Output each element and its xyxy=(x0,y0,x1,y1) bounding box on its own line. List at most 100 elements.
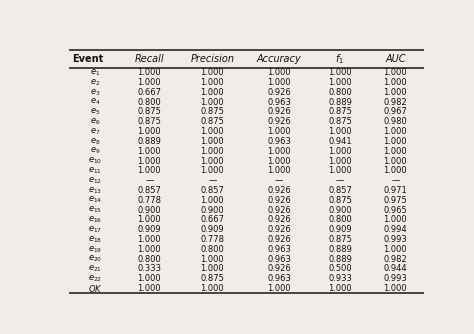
Text: 1.000: 1.000 xyxy=(201,157,224,166)
Text: 1.000: 1.000 xyxy=(383,166,407,175)
Text: 0.993: 0.993 xyxy=(383,274,407,283)
Text: 1.000: 1.000 xyxy=(267,127,291,136)
Text: $e_7$: $e_7$ xyxy=(90,126,100,137)
Text: 1.000: 1.000 xyxy=(267,78,291,87)
Text: 0.971: 0.971 xyxy=(383,186,407,195)
Text: $e_4$: $e_4$ xyxy=(90,97,100,108)
Text: $e_{11}$: $e_{11}$ xyxy=(88,166,102,176)
Text: 1.000: 1.000 xyxy=(201,98,224,107)
Text: 1.000: 1.000 xyxy=(137,147,161,156)
Text: 0.800: 0.800 xyxy=(328,215,352,224)
Text: $e_{17}$: $e_{17}$ xyxy=(88,224,102,235)
Text: 1.000: 1.000 xyxy=(383,215,407,224)
Text: 0.926: 0.926 xyxy=(267,205,291,214)
Text: 0.933: 0.933 xyxy=(328,274,352,283)
Text: —: — xyxy=(336,176,344,185)
Text: 0.926: 0.926 xyxy=(267,235,291,244)
Text: $e_{20}$: $e_{20}$ xyxy=(88,254,102,264)
Text: 0.800: 0.800 xyxy=(137,98,161,107)
Text: $e_{10}$: $e_{10}$ xyxy=(88,156,102,166)
Text: $e_3$: $e_3$ xyxy=(90,87,100,98)
Text: 1.000: 1.000 xyxy=(267,284,291,293)
Text: 0.926: 0.926 xyxy=(267,108,291,117)
Text: 1.000: 1.000 xyxy=(137,274,161,283)
Text: 0.909: 0.909 xyxy=(201,225,224,234)
Text: 0.667: 0.667 xyxy=(201,215,224,224)
Text: 0.963: 0.963 xyxy=(267,255,291,264)
Text: 1.000: 1.000 xyxy=(137,78,161,87)
Text: 1.000: 1.000 xyxy=(201,78,224,87)
Text: 0.889: 0.889 xyxy=(328,245,352,254)
Text: 0.500: 0.500 xyxy=(328,265,352,274)
Text: $e_{15}$: $e_{15}$ xyxy=(88,205,102,215)
Text: 0.875: 0.875 xyxy=(137,117,161,126)
Text: $e_{16}$: $e_{16}$ xyxy=(88,215,102,225)
Text: $e_2$: $e_2$ xyxy=(90,77,100,88)
Text: 1.000: 1.000 xyxy=(383,245,407,254)
Text: 0.980: 0.980 xyxy=(383,117,407,126)
Text: 0.875: 0.875 xyxy=(328,235,352,244)
Text: 1.000: 1.000 xyxy=(201,68,224,77)
Text: —: — xyxy=(208,176,217,185)
Text: 0.875: 0.875 xyxy=(328,117,352,126)
Text: 0.857: 0.857 xyxy=(328,186,352,195)
Text: 1.000: 1.000 xyxy=(267,147,291,156)
Text: $e_{21}$: $e_{21}$ xyxy=(88,264,102,274)
Text: $f_1$: $f_1$ xyxy=(336,52,345,66)
Text: $e_{13}$: $e_{13}$ xyxy=(88,185,102,196)
Text: Event: Event xyxy=(72,54,103,64)
Text: 0.926: 0.926 xyxy=(267,88,291,97)
Text: 0.963: 0.963 xyxy=(267,98,291,107)
Text: $e_{19}$: $e_{19}$ xyxy=(88,244,102,255)
Text: 1.000: 1.000 xyxy=(383,284,407,293)
Text: 0.800: 0.800 xyxy=(137,255,161,264)
Text: Accuracy: Accuracy xyxy=(257,54,301,64)
Text: 1.000: 1.000 xyxy=(201,127,224,136)
Text: 1.000: 1.000 xyxy=(383,157,407,166)
Text: 1.000: 1.000 xyxy=(201,196,224,205)
Text: 0.975: 0.975 xyxy=(383,196,407,205)
Text: 0.889: 0.889 xyxy=(137,137,161,146)
Text: 0.800: 0.800 xyxy=(201,245,224,254)
Text: 0.900: 0.900 xyxy=(328,205,352,214)
Text: 1.000: 1.000 xyxy=(201,284,224,293)
Text: 1.000: 1.000 xyxy=(267,68,291,77)
Text: 1.000: 1.000 xyxy=(328,68,352,77)
Text: —: — xyxy=(391,176,400,185)
Text: 0.994: 0.994 xyxy=(383,225,407,234)
Text: $e_{14}$: $e_{14}$ xyxy=(88,195,102,205)
Text: 1.000: 1.000 xyxy=(328,78,352,87)
Text: $e_{22}$: $e_{22}$ xyxy=(88,274,102,284)
Text: $e_6$: $e_6$ xyxy=(90,117,100,127)
Text: $e_8$: $e_8$ xyxy=(90,136,100,147)
Text: 0.982: 0.982 xyxy=(383,255,407,264)
Text: 0.963: 0.963 xyxy=(267,274,291,283)
Text: 0.963: 0.963 xyxy=(267,245,291,254)
Text: 1.000: 1.000 xyxy=(137,127,161,136)
Text: 0.982: 0.982 xyxy=(383,98,407,107)
Text: 0.875: 0.875 xyxy=(201,117,224,126)
Text: —: — xyxy=(275,176,283,185)
Text: 0.875: 0.875 xyxy=(328,196,352,205)
Text: 1.000: 1.000 xyxy=(201,255,224,264)
Text: 1.000: 1.000 xyxy=(137,215,161,224)
Text: 1.000: 1.000 xyxy=(328,166,352,175)
Text: 1.000: 1.000 xyxy=(137,68,161,77)
Text: $e_{18}$: $e_{18}$ xyxy=(88,234,102,245)
Text: 1.000: 1.000 xyxy=(267,157,291,166)
Text: —: — xyxy=(145,176,154,185)
Text: 0.875: 0.875 xyxy=(328,108,352,117)
Text: 1.000: 1.000 xyxy=(137,235,161,244)
Text: Recall: Recall xyxy=(135,54,164,64)
Text: 0.857: 0.857 xyxy=(137,186,161,195)
Text: $e_{12}$: $e_{12}$ xyxy=(88,175,102,186)
Text: 0.333: 0.333 xyxy=(137,265,161,274)
Text: 1.000: 1.000 xyxy=(201,147,224,156)
Text: $e_1$: $e_1$ xyxy=(90,67,100,78)
Text: 1.000: 1.000 xyxy=(201,88,224,97)
Text: 1.000: 1.000 xyxy=(328,147,352,156)
Text: 1.000: 1.000 xyxy=(383,88,407,97)
Text: 0.993: 0.993 xyxy=(383,235,407,244)
Text: 0.778: 0.778 xyxy=(201,235,224,244)
Text: 0.857: 0.857 xyxy=(201,186,224,195)
